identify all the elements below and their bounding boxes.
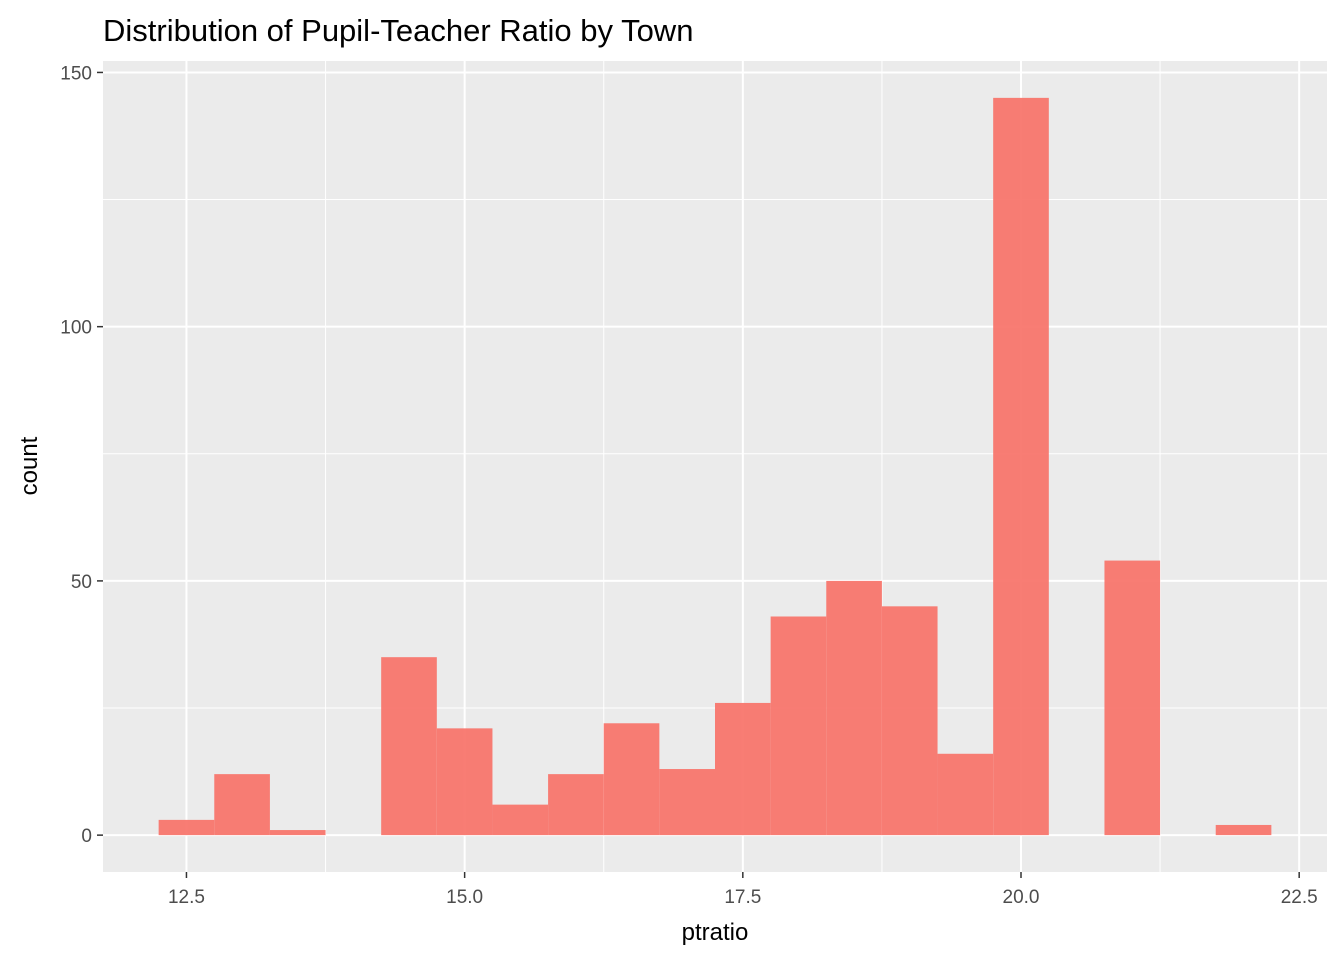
histogram-bar [214, 774, 270, 836]
histogram-bar [881, 606, 938, 836]
y-tick-label: 150 [60, 63, 92, 84]
histogram-bars [158, 97, 1272, 836]
y-tick-label: 0 [81, 826, 92, 847]
histogram-bar [381, 657, 437, 836]
x-axis-ticks: 12.5 15.0 17.5 20.0 22.5 [168, 872, 1318, 908]
histogram-bar [492, 804, 549, 836]
y-axis-ticks: 0 50 100 150 [60, 63, 103, 847]
y-axis-title: count [16, 436, 43, 495]
y-tick-label: 100 [60, 318, 92, 339]
histogram-bar [603, 723, 660, 836]
x-tick-label: 20.0 [1003, 887, 1040, 908]
histogram-bar [1104, 560, 1161, 836]
histogram-bar [715, 702, 771, 836]
histogram-bar [436, 728, 493, 836]
histogram-bar [548, 774, 604, 836]
histogram-bar [826, 580, 882, 836]
chart-title: Distribution of Pupil-Teacher Ratio by T… [103, 13, 693, 48]
histogram-bar [770, 616, 827, 836]
x-axis-title: ptratio [682, 919, 749, 946]
histogram-bar [993, 97, 1049, 836]
histogram-bar [1215, 824, 1272, 836]
x-tick-label: 17.5 [724, 887, 761, 908]
minor-grid [103, 61, 1327, 872]
y-tick-label: 50 [71, 572, 92, 593]
x-tick-label: 15.0 [446, 887, 483, 908]
x-tick-label: 12.5 [168, 887, 205, 908]
histogram-bar [659, 769, 715, 836]
histogram-bar [937, 753, 994, 836]
histogram-bar [269, 830, 326, 836]
histogram-bar [158, 819, 215, 836]
x-tick-label: 22.5 [1281, 887, 1318, 908]
